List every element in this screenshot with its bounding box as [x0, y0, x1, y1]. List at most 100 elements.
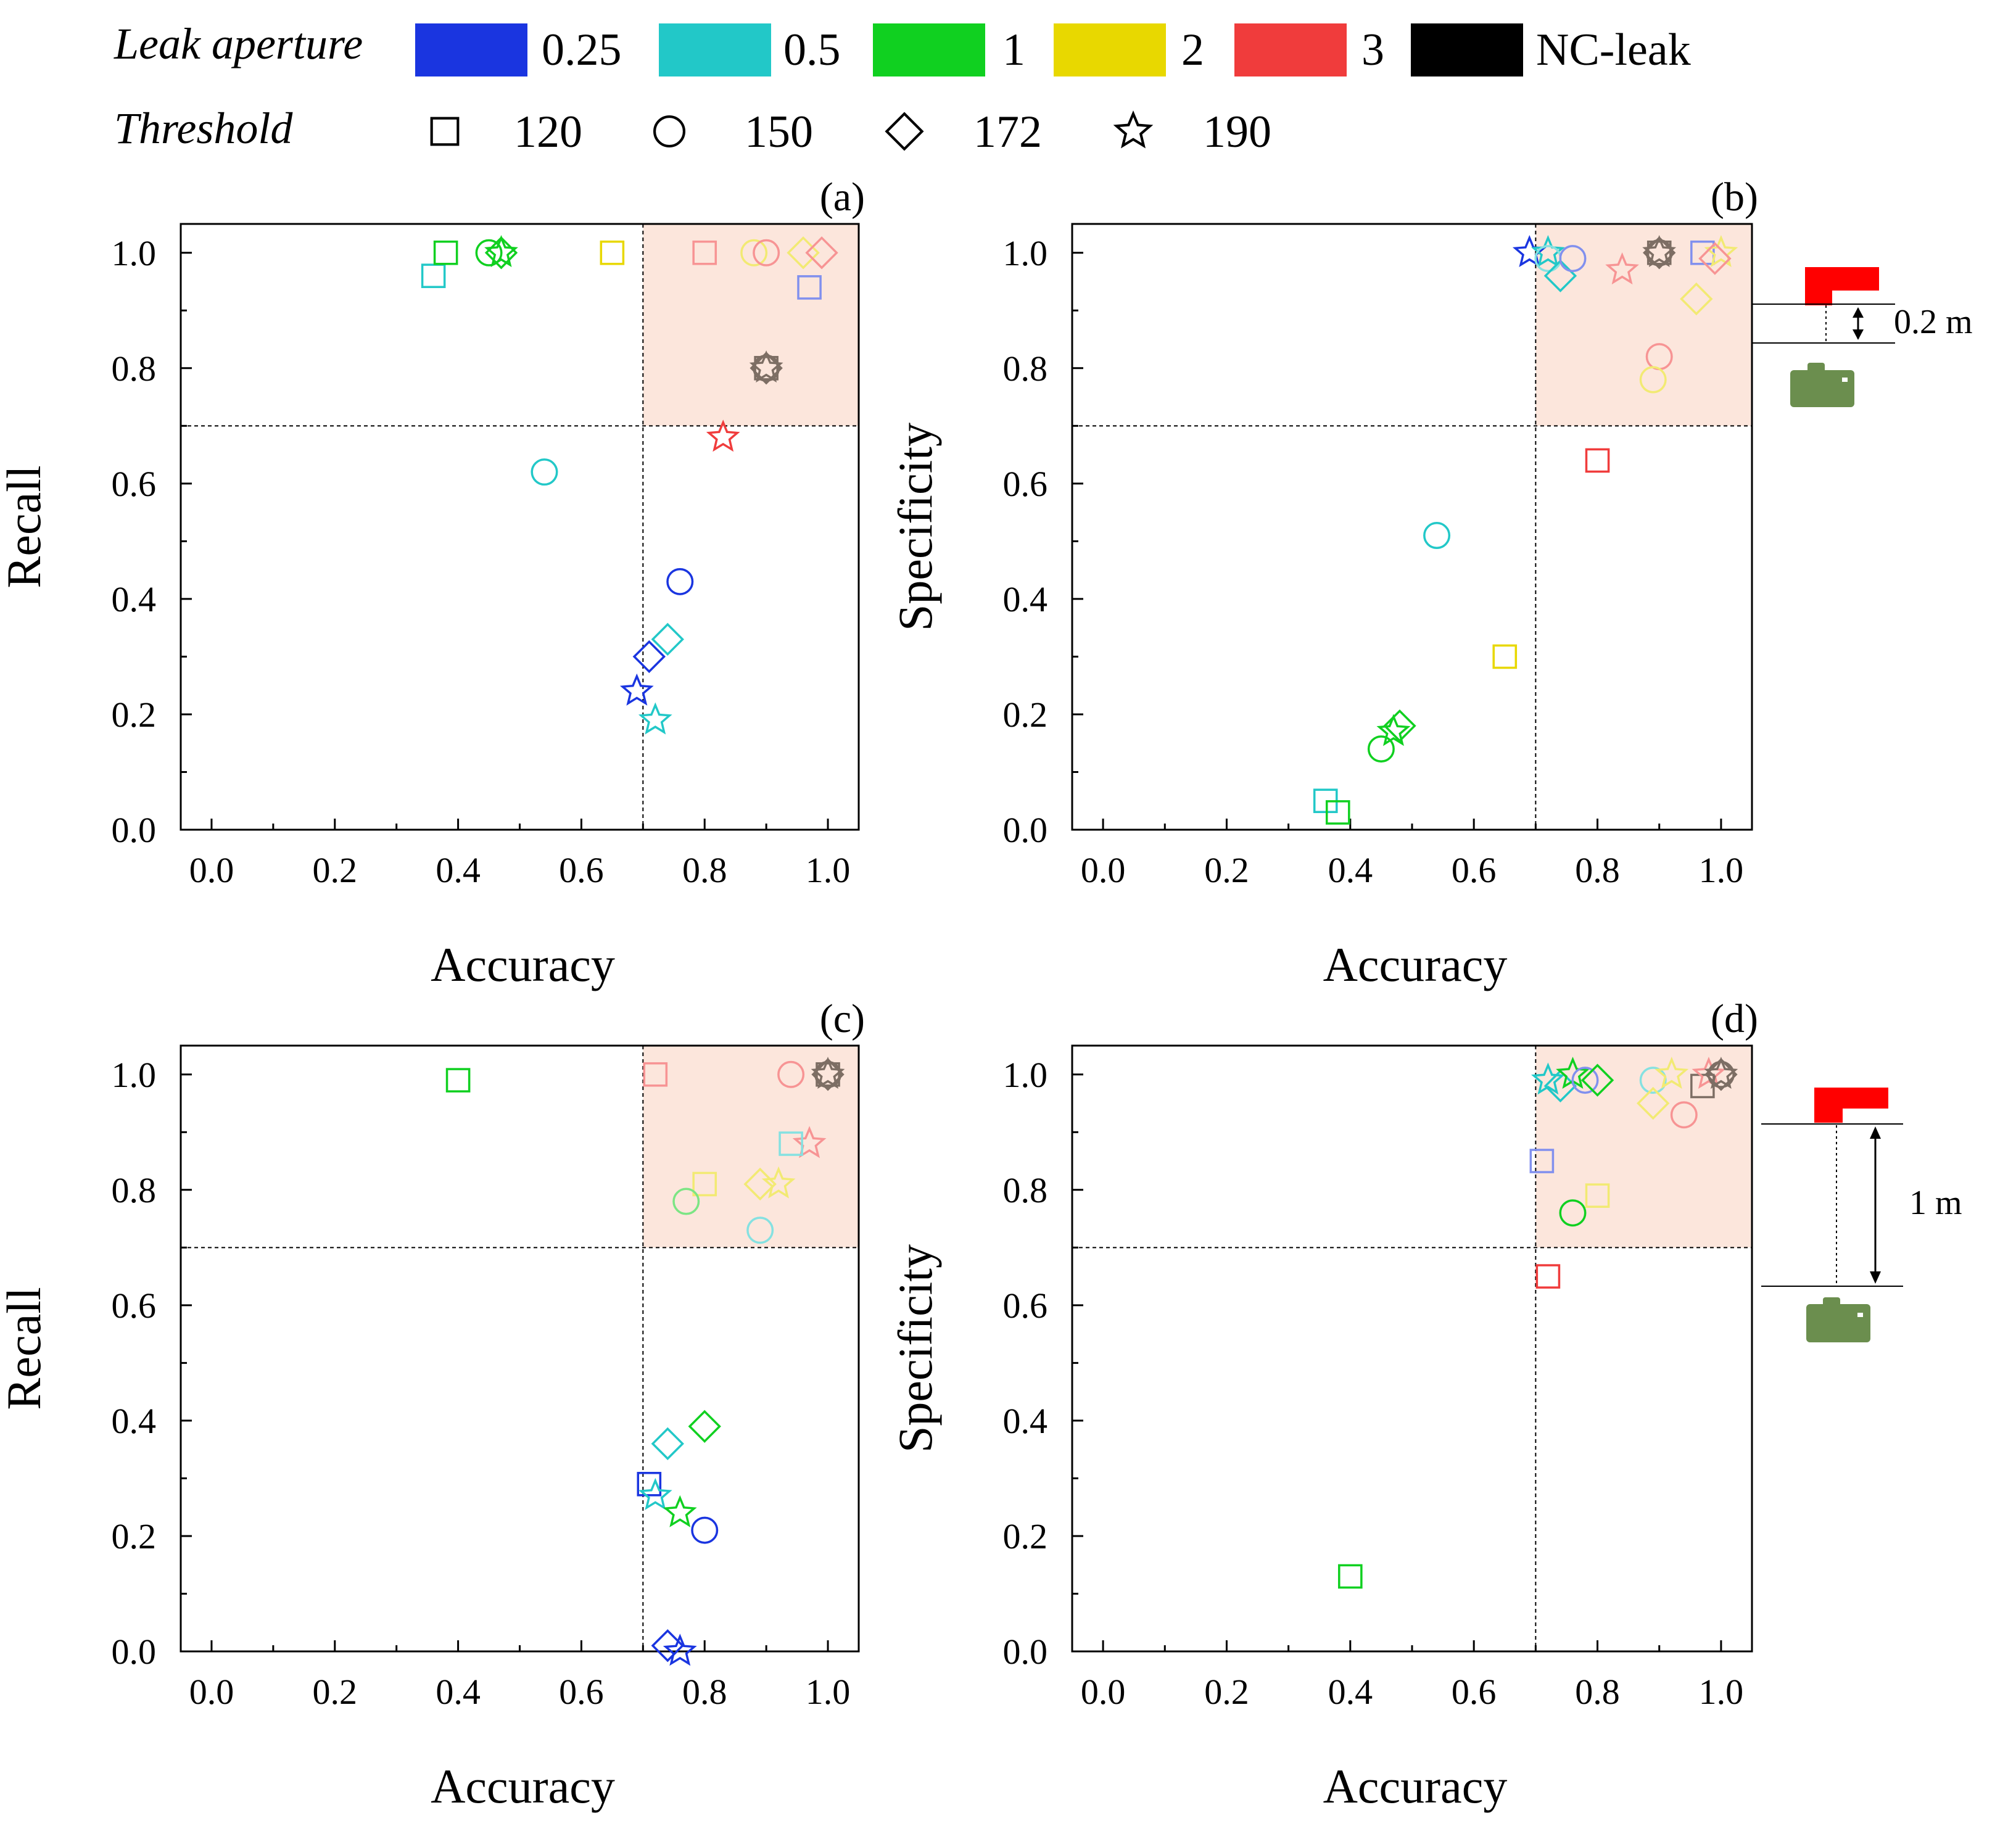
legend-threshold-label-2: 172	[973, 107, 1042, 157]
leak-source-nozzle	[1805, 287, 1832, 305]
leak-source-nozzle	[1814, 1104, 1843, 1123]
data-point-square	[1585, 1183, 1610, 1208]
legend-aperture-label-5: NC-leak	[1536, 25, 1691, 75]
y-tick-label: 0.6	[112, 1286, 157, 1326]
red-leak-source-icon	[1814, 1088, 1888, 1123]
highlight-region	[1535, 1046, 1752, 1248]
legend-threshold-label-1: 150	[745, 107, 813, 157]
legend-marker-square	[430, 117, 460, 146]
legend-aperture-title: Leak aperture	[114, 19, 363, 68]
x-tick-label: 0.2	[1204, 850, 1249, 890]
data-point-circle	[1639, 1067, 1667, 1094]
data-point-square	[600, 240, 625, 265]
legend-threshold-label-0: 120	[514, 107, 582, 157]
data-point-square	[1338, 1564, 1363, 1589]
inset-bottom-distance: 1 m	[1761, 1088, 1962, 1342]
legend-marker-diamond	[885, 112, 924, 151]
legend-swatch-2	[873, 23, 985, 76]
legend-aperture-label-2: 1	[1002, 25, 1025, 75]
inset-bottom-distance-label: 1 m	[1909, 1184, 1962, 1222]
y-tick-label: 0.0	[1003, 1632, 1048, 1672]
y-tick-label: 1.0	[1003, 1055, 1048, 1095]
y-axis-label: Specificity	[888, 423, 942, 631]
data-point-square	[637, 1471, 662, 1497]
data-point-star	[484, 235, 518, 267]
x-tick-label: 0.0	[1081, 850, 1126, 890]
data-point-circle	[1559, 245, 1587, 273]
x-tick-label: 1.0	[1699, 1672, 1744, 1712]
data-point-diamond	[1637, 1086, 1670, 1120]
data-point-star	[1605, 252, 1639, 285]
y-tick-label: 0.8	[1003, 349, 1048, 389]
data-point-star	[1642, 235, 1677, 267]
x-tick-label: 1.0	[806, 1672, 851, 1712]
legend-threshold-label-3: 190	[1203, 107, 1271, 157]
legend-aperture-label-0: 0.25	[542, 25, 622, 75]
data-point-diamond	[632, 640, 666, 674]
legend-swatch-0	[415, 23, 527, 76]
data-point-diamond	[1680, 282, 1713, 316]
data-point-circle	[531, 458, 558, 486]
y-tick-label: 0.6	[1003, 464, 1048, 504]
legend-swatch-4	[1234, 23, 1347, 76]
data-point-square	[779, 1131, 803, 1156]
leak-source-body	[1805, 267, 1879, 291]
y-tick-label: 0.6	[1003, 1286, 1048, 1326]
legend-swatch-3	[1054, 23, 1166, 76]
y-tick-label: 0.2	[1003, 695, 1048, 735]
data-point-square	[1646, 240, 1672, 265]
x-tick-label: 0.6	[1452, 1672, 1497, 1712]
data-point-diamond	[1543, 1069, 1577, 1103]
data-point-star	[1531, 1062, 1565, 1095]
data-point-star	[749, 350, 783, 383]
panel-tag: (b)	[1711, 175, 1758, 220]
panel-tag: (d)	[1711, 996, 1758, 1041]
panel-tag: (a)	[820, 175, 865, 220]
y-tick-label: 0.4	[1003, 579, 1048, 619]
data-point-square	[643, 1062, 668, 1087]
data-point-circle	[475, 239, 503, 266]
y-tick-label: 0.0	[112, 810, 157, 850]
data-point-star	[1704, 1057, 1738, 1089]
data-point-star	[663, 1495, 697, 1527]
y-tick-label: 0.0	[1003, 810, 1048, 850]
data-point-square	[816, 1062, 840, 1087]
y-tick-label: 1.0	[1003, 233, 1048, 273]
green-camera-icon	[1790, 363, 1854, 407]
red-leak-source-icon	[1805, 267, 1879, 305]
data-point-square	[1492, 644, 1518, 669]
y-axis-label: Recall	[0, 465, 51, 588]
legend-marker-star	[1113, 110, 1154, 149]
data-point-circle	[753, 239, 780, 266]
data-point-circle	[666, 568, 694, 595]
panel-b: 0.0 0.2 0.4 0.6 0.8 1.0 0.0 0.2 0.4 0.6 0.8 1.0 Accu…	[888, 175, 1758, 991]
inset-top-distance-label: 0.2 m	[1894, 303, 1973, 341]
chart-panels: 0.0 0.2 0.4 0.6 0.8 1.0 0.0 0.2 0.4 0.6 0.8 1.0 Accu…	[0, 175, 1758, 1813]
data-point-star	[1655, 1057, 1689, 1089]
data-point-diamond	[1580, 1064, 1614, 1097]
data-point-star	[706, 419, 740, 452]
x-tick-label: 0.4	[436, 1672, 481, 1712]
data-point-star	[638, 1477, 672, 1510]
y-tick-label: 1.0	[112, 233, 157, 273]
x-tick-label: 0.4	[1328, 1672, 1373, 1712]
y-tick-label: 0.4	[112, 579, 157, 619]
x-tick-label: 0.8	[682, 1672, 727, 1712]
legend-threshold-title: Threshold	[114, 104, 293, 153]
y-tick-label: 0.8	[112, 1170, 157, 1210]
x-tick-label: 0.4	[1328, 850, 1373, 890]
panel-c: 0.0 0.2 0.4 0.6 0.8 1.0 0.0 0.2 0.4 0.6 0.8 1.0 Accu…	[0, 996, 865, 1813]
data-point-star	[761, 1166, 796, 1199]
data-point-star	[1531, 235, 1565, 267]
data-point-circle	[1639, 366, 1667, 394]
legend-aperture-swatches: 0.25 0.5 1 2 3 NC-leak	[415, 23, 1691, 76]
data-point-star	[1692, 1057, 1726, 1089]
x-tick-label: 0.8	[1575, 850, 1620, 890]
data-point-square	[797, 275, 822, 300]
data-point-star	[663, 1634, 697, 1666]
data-point-square	[433, 240, 458, 265]
inset-top-distance: 0.2 m	[1752, 267, 1973, 407]
data-point-square	[754, 356, 779, 381]
legend-threshold-markers: 120 150 172 190	[430, 107, 1271, 157]
panel-d: 0.0 0.2 0.4 0.6 0.8 1.0 0.0 0.2 0.4 0.6 0.8 1.0 Accu…	[888, 996, 1758, 1813]
